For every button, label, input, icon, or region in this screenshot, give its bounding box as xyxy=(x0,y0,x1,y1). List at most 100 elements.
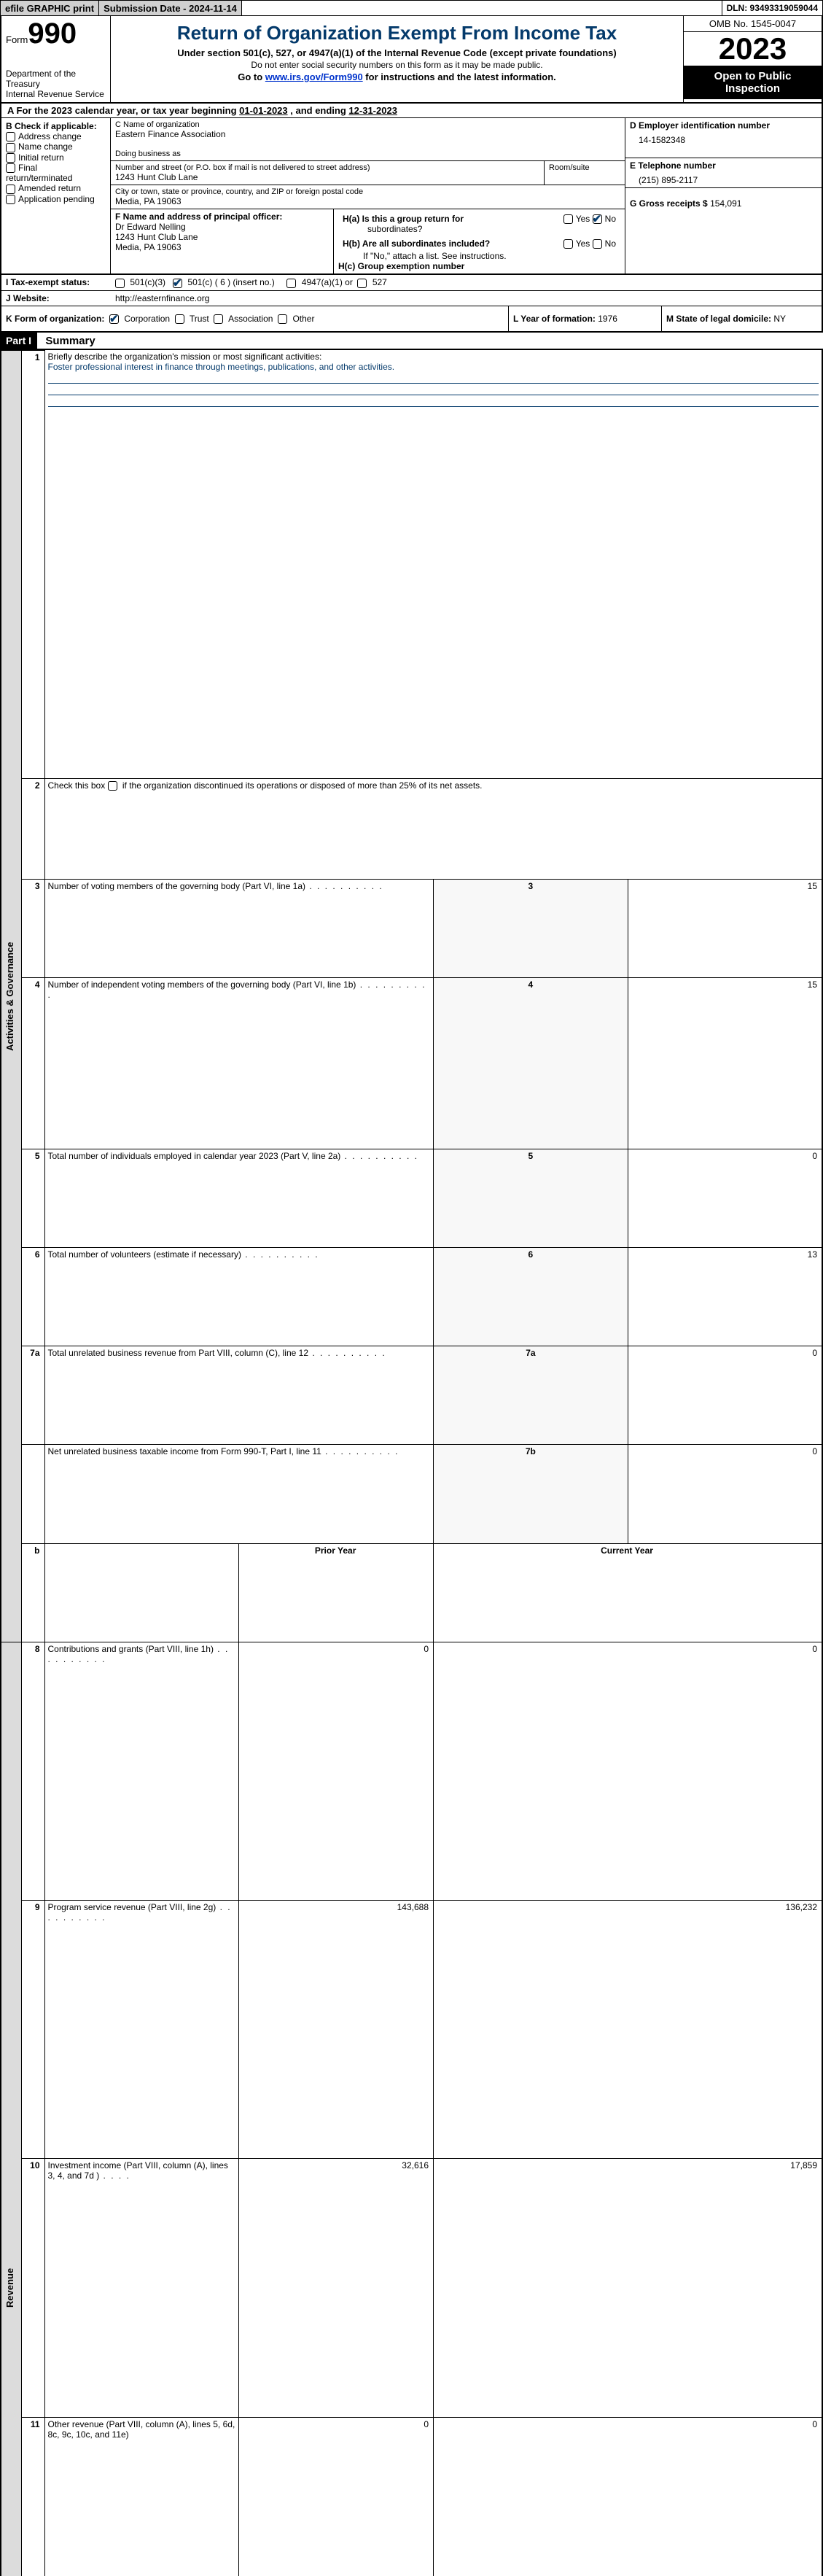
chk-501c[interactable] xyxy=(173,279,182,288)
hb-note: If "No," attach a list. See instructions… xyxy=(338,251,620,261)
goto-pre: Go to xyxy=(238,71,265,82)
hdr-prior: Prior Year xyxy=(239,1543,434,1642)
tel-label: E Telephone number xyxy=(630,160,817,171)
chk-address-change[interactable] xyxy=(6,132,15,141)
b-header: B Check if applicable: xyxy=(6,121,106,131)
tax-year: 2023 xyxy=(684,32,822,66)
form-word: Form xyxy=(6,34,28,45)
dept-irs: Internal Revenue Service xyxy=(6,89,106,99)
form-header: Form990 Department of the Treasury Inter… xyxy=(0,16,823,104)
line11-text: Other revenue (Part VIII, column (A), li… xyxy=(48,2419,235,2440)
line7a-text: Total unrelated business revenue from Pa… xyxy=(48,1348,386,1358)
chk-corp[interactable] xyxy=(109,314,119,324)
line10-text: Investment income (Part VIII, column (A)… xyxy=(48,2160,228,2181)
line3-text: Number of voting members of the governin… xyxy=(48,881,383,891)
line9-current: 136,232 xyxy=(434,1901,823,2159)
chk-ha-no[interactable] xyxy=(593,214,602,224)
i-label: I Tax-exempt status: xyxy=(1,275,111,290)
ein-label: D Employer identification number xyxy=(630,120,817,131)
row-i-tax-exempt: I Tax-exempt status: 501(c)(3) 501(c) ( … xyxy=(0,275,823,290)
m-value: NY xyxy=(773,314,786,324)
ssn-note: Do not enter social security numbers on … xyxy=(117,60,677,70)
chk-trust[interactable] xyxy=(175,314,184,324)
gross-value: 154,091 xyxy=(710,198,741,209)
ha-label: H(a) Is this a group return for xyxy=(343,214,464,224)
topbar-spacer xyxy=(242,1,722,15)
part1-title: Summary xyxy=(39,335,95,347)
chk-4947[interactable] xyxy=(286,279,296,288)
row-klm: K Form of organization: Corporation Trus… xyxy=(0,306,823,333)
part1-tag: Part I xyxy=(0,333,37,349)
chk-amended-return[interactable] xyxy=(6,185,15,194)
dba-label: Doing business as xyxy=(115,150,620,158)
line8-current: 0 xyxy=(434,1642,823,1900)
line7b-text: Net unrelated business taxable income fr… xyxy=(48,1446,399,1456)
line6-value: 13 xyxy=(628,1248,822,1346)
k-label: K Form of organization: xyxy=(6,314,104,324)
line1-text: Foster professional interest in finance … xyxy=(48,362,395,372)
chk-other[interactable] xyxy=(278,314,287,324)
org-name: Eastern Finance Association xyxy=(115,129,620,139)
chk-hb-yes[interactable] xyxy=(563,239,573,249)
dln-label: DLN: 93493319059044 xyxy=(722,1,822,15)
officer-name: Dr Edward Nelling xyxy=(115,222,329,232)
org-street: 1243 Hunt Club Lane xyxy=(115,172,539,182)
line5-text: Total number of individuals employed in … xyxy=(48,1151,418,1161)
j-label: J Website: xyxy=(1,291,111,306)
line11-prior: 0 xyxy=(239,2417,434,2576)
row-j-website: J Website: http://easternfinance.org xyxy=(0,291,823,306)
officer-addr1: 1243 Hunt Club Lane xyxy=(115,232,329,242)
goto-post: for instructions and the latest informat… xyxy=(363,71,556,82)
chk-527[interactable] xyxy=(357,279,367,288)
chk-initial-return[interactable] xyxy=(6,153,15,163)
hc-label: H(c) Group exemption number xyxy=(338,261,620,271)
c-name-label: C Name of organization xyxy=(115,120,620,129)
submission-date: Submission Date - 2024-11-14 xyxy=(99,1,242,15)
tel-value: (215) 895-2117 xyxy=(630,171,817,185)
hdr-current: Current Year xyxy=(434,1543,823,1642)
chk-501c3[interactable] xyxy=(115,279,125,288)
line10-current: 17,859 xyxy=(434,2159,823,2417)
form990-link[interactable]: www.irs.gov/Form990 xyxy=(265,71,363,82)
line2-text: Check this box if the organization disco… xyxy=(48,780,483,791)
summary-table: Activities & Governance 1 Briefly descri… xyxy=(0,350,823,2576)
efile-print-button[interactable]: efile GRAPHIC print xyxy=(1,1,99,15)
org-city: Media, PA 19063 xyxy=(115,196,620,206)
dept-treasury: Department of the Treasury xyxy=(6,69,106,89)
line1-label: Briefly describe the organization's miss… xyxy=(48,352,322,362)
topbar: efile GRAPHIC print Submission Date - 20… xyxy=(0,0,823,16)
l-value: 1976 xyxy=(598,314,617,324)
room-label: Room/suite xyxy=(549,163,620,172)
line7a-value: 0 xyxy=(628,1346,822,1445)
line5-value: 0 xyxy=(628,1149,822,1247)
inspection-line1: Open to Public xyxy=(687,70,819,82)
col-d-ein: D Employer identification number 14-1582… xyxy=(625,118,822,273)
gross-label: G Gross receipts $ xyxy=(630,198,710,209)
chk-final-return[interactable] xyxy=(6,163,15,173)
chk-application-pending[interactable] xyxy=(6,195,15,204)
chk-assoc[interactable] xyxy=(214,314,223,324)
omb-number: OMB No. 1545-0047 xyxy=(684,16,822,32)
form-subtitle: Under section 501(c), 527, or 4947(a)(1)… xyxy=(117,47,677,58)
line8-prior: 0 xyxy=(239,1642,434,1900)
line4-value: 15 xyxy=(628,977,822,1149)
chk-name-change[interactable] xyxy=(6,143,15,152)
line4-text: Number of independent voting members of … xyxy=(48,979,426,1000)
vtab-activities: Activities & Governance xyxy=(4,352,15,1640)
line10-prior: 32,616 xyxy=(239,2159,434,2417)
col-c-org: C Name of organization Eastern Finance A… xyxy=(111,118,625,273)
inspection-line2: Inspection xyxy=(687,82,819,95)
col-b-applicable: B Check if applicable: Address change Na… xyxy=(1,118,111,273)
ein-value: 14-1582348 xyxy=(630,131,817,145)
form-title: Return of Organization Exempt From Incom… xyxy=(117,22,677,44)
chk-ha-yes[interactable] xyxy=(563,214,573,224)
chk-discontinued[interactable] xyxy=(108,781,117,791)
l-label: L Year of formation: xyxy=(513,314,598,324)
chk-hb-no[interactable] xyxy=(593,239,602,249)
hb-label: H(b) Are all subordinates included? xyxy=(343,238,490,249)
website-url: http://easternfinance.org xyxy=(115,293,209,303)
part1-header: Part I Summary xyxy=(0,333,823,350)
line8-text: Contributions and grants (Part VIII, lin… xyxy=(48,1644,230,1664)
officer-addr2: Media, PA 19063 xyxy=(115,242,329,252)
line7b-value: 0 xyxy=(628,1445,822,1543)
